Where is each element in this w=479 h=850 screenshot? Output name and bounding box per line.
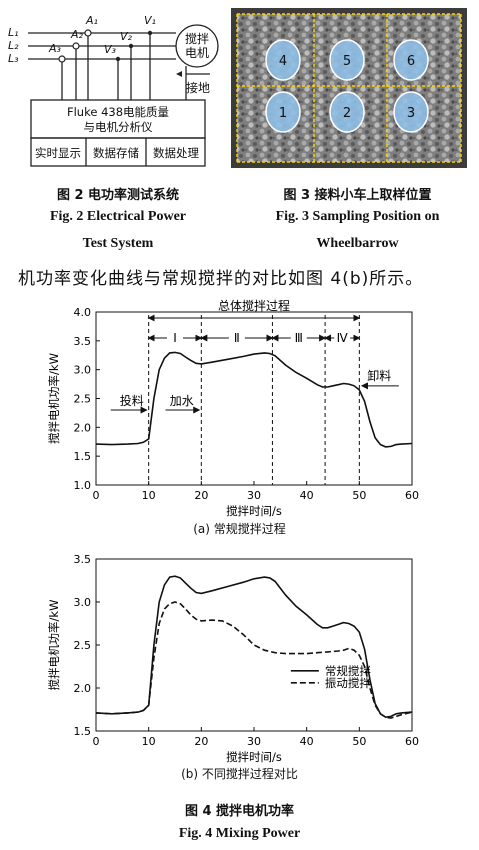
label-L1: L₁ xyxy=(8,26,19,39)
stage-label-3: Ⅲ xyxy=(295,331,303,345)
position-6: 6 xyxy=(407,54,415,69)
feed-label: 投料 xyxy=(120,393,144,408)
chart-a: 0 10 20 30 40 50 60 1.0 1.5 2.0 2.5 3.0 3.5 4.0 搅拌时间/s… xyxy=(47,298,419,518)
chart-b: 0 10 20 30 40 50 60 1.5 2.0 2.5 3.0 3.5 搅拌时间/s 搅拌电机功率… xyxy=(47,553,419,764)
x-tick-label: 20 xyxy=(194,489,208,502)
position-5: 5 xyxy=(343,54,351,69)
arrow-icon xyxy=(176,71,182,77)
body-paragraph: 机功率变化曲线与常规搅拌的对比如图 4(b)所示。 xyxy=(18,269,424,289)
chart-b-caption: (b) 不同搅拌过程对比 xyxy=(181,767,298,781)
x-tick-label: 0 xyxy=(93,735,100,748)
x-tick-label: 10 xyxy=(142,735,156,748)
position-1: 1 xyxy=(279,106,287,121)
fig2-caption-cn: 图 2 电功率测试系统 xyxy=(56,188,180,203)
plot-frame xyxy=(95,558,413,732)
y-tick-label: 3.5 xyxy=(74,553,92,566)
label-V3: V₃ xyxy=(104,43,117,56)
fig2-caption-en-2: Test System xyxy=(82,236,154,251)
discharge-label: 卸料 xyxy=(367,368,391,383)
analyzer-name-2: 与电机分析仪 xyxy=(84,120,153,134)
series-line-1 xyxy=(95,575,413,719)
stage-label-bg xyxy=(290,330,307,346)
chart-a-caption: (a) 常规搅拌过程 xyxy=(193,522,286,536)
label-A1: A₁ xyxy=(85,14,98,27)
fig3-photo: 4 5 6 1 2 3 xyxy=(231,8,467,168)
y-tick-label: 2.0 xyxy=(74,421,92,434)
x-tick-label: 30 xyxy=(247,735,261,748)
fig2-caption-en-1: Fig. 2 Electrical Power xyxy=(49,209,187,224)
analyzer-name-1: Fluke 438电能质量 xyxy=(67,105,169,119)
y-tick-label: 1.0 xyxy=(74,479,92,492)
function-storage: 数据存储 xyxy=(93,146,139,160)
x-tick-label: 0 xyxy=(93,489,100,502)
stage-label-bg xyxy=(167,330,183,346)
x-tick-label: 60 xyxy=(405,489,419,502)
fig4-caption-en: Fig. 4 Mixing Power xyxy=(178,826,301,841)
stage-label-1: Ⅰ xyxy=(173,331,177,345)
x-tick-label: 50 xyxy=(352,735,366,748)
function-realtime: 实时显示 xyxy=(35,146,81,160)
label-A3: A₃ xyxy=(48,42,62,55)
position-4: 4 xyxy=(279,54,287,69)
legend-label-2: 振动搅拌 xyxy=(325,676,371,690)
fig2-diagram: L₁ L₂ L₃ A₁ A₂ A₃ V₁ V₂ V₃ 搅拌 电机 接地 Fluk… xyxy=(8,14,219,167)
motor-label-1: 搅拌 xyxy=(185,31,209,46)
y-axis-label: 搅拌电机功率/kW xyxy=(47,600,61,691)
position-3: 3 xyxy=(407,106,415,121)
stage-label-bg xyxy=(334,330,351,346)
water-label: 加水 xyxy=(170,394,194,408)
y-tick-label: 3.0 xyxy=(74,596,92,609)
fig3-caption-en-1: Fig. 3 Sampling Position on xyxy=(275,209,440,224)
fig3-caption-cn: 图 3 接料小车上取样位置 xyxy=(283,188,432,203)
label-V1: V₁ xyxy=(144,14,156,27)
label-V2: V₂ xyxy=(120,30,133,43)
y-tick-label: 3.5 xyxy=(74,335,92,348)
series-line-1 xyxy=(95,351,413,448)
x-axis-label: 搅拌时间/s xyxy=(226,750,282,764)
y-axis-label: 搅拌电机功率/kW xyxy=(47,353,61,444)
x-tick-label: 20 xyxy=(194,735,208,748)
y-tick-label: 2.5 xyxy=(74,393,92,406)
y-tick-label: 3.0 xyxy=(74,364,92,377)
total-process-label: 总体搅拌过程 xyxy=(218,298,290,313)
x-tick-label: 40 xyxy=(300,489,314,502)
y-tick-label: 4.0 xyxy=(74,306,92,319)
fig4-caption-cn: 图 4 搅拌电机功率 xyxy=(184,804,295,819)
x-tick-label: 50 xyxy=(352,489,366,502)
function-processing: 数据处理 xyxy=(153,146,199,160)
label-A2: A₂ xyxy=(70,28,84,41)
stage-label-4: Ⅳ xyxy=(337,331,348,345)
motor-label-2: 电机 xyxy=(185,46,209,60)
x-axis-label: 搅拌时间/s xyxy=(226,504,282,518)
label-L2: L₂ xyxy=(8,39,19,52)
label-L3: L₃ xyxy=(8,52,19,65)
y-tick-label: 1.5 xyxy=(74,725,92,738)
stage-label-bg xyxy=(228,330,245,346)
stage-label-2: Ⅱ xyxy=(234,331,240,345)
x-tick-label: 10 xyxy=(142,489,156,502)
series-line-2 xyxy=(95,601,413,719)
legend-label-1: 常规搅拌 xyxy=(325,664,371,678)
fig3-caption-en-2: Wheelbarrow xyxy=(316,236,399,251)
x-tick-label: 30 xyxy=(247,489,261,502)
y-tick-label: 2.5 xyxy=(74,639,92,652)
x-tick-label: 40 xyxy=(300,735,314,748)
position-2: 2 xyxy=(343,106,351,121)
y-tick-label: 1.5 xyxy=(74,450,92,463)
ground-label: 接地 xyxy=(186,80,210,95)
y-tick-label: 2.0 xyxy=(74,682,92,695)
x-tick-label: 60 xyxy=(405,735,419,748)
